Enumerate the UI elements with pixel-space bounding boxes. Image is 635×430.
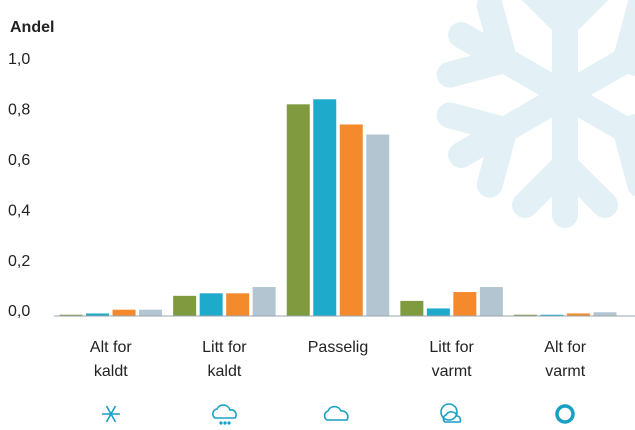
icon-sun — [555, 404, 575, 424]
icon-cloud-snow — [212, 404, 237, 425]
x-tick-label: Litt for kaldt — [202, 339, 247, 380]
bar — [252, 287, 276, 316]
bar — [173, 295, 197, 316]
bar — [366, 134, 390, 316]
snowflake-watermark — [436, 0, 635, 228]
y-tick-label: 0,8 — [8, 102, 30, 119]
y-tick-label: 0,2 — [8, 253, 30, 270]
icon-cloud — [323, 405, 349, 421]
bar — [400, 300, 424, 316]
icons — [102, 403, 575, 425]
bar — [339, 124, 363, 316]
bar — [199, 293, 223, 316]
bar — [226, 293, 250, 316]
y-tick-label: 0,4 — [8, 202, 30, 219]
x-tick-label: Alt for varmt — [544, 339, 586, 380]
icon-sun-cloud — [440, 403, 462, 423]
bar — [286, 104, 310, 316]
bar — [540, 314, 564, 316]
icon-snow — [102, 405, 120, 423]
bar — [513, 314, 537, 316]
bar — [426, 308, 450, 316]
bar — [453, 292, 477, 316]
bar — [112, 309, 136, 316]
bar — [593, 312, 617, 316]
bar — [139, 309, 163, 316]
bar — [59, 314, 83, 316]
y-tick-label: 0,0 — [8, 303, 30, 320]
bar — [86, 313, 110, 316]
bar — [313, 99, 337, 316]
x-tick-label: Litt for varmt — [429, 339, 474, 380]
y-tick-label: 0,6 — [8, 152, 30, 169]
x-tick-label: Alt for kaldt — [90, 339, 132, 380]
y-tick-label: 1,0 — [8, 51, 30, 68]
y-axis-title: Andel — [10, 19, 54, 36]
bar — [566, 313, 590, 316]
bar — [479, 287, 503, 316]
x-tick-label: Passelig — [308, 339, 368, 356]
